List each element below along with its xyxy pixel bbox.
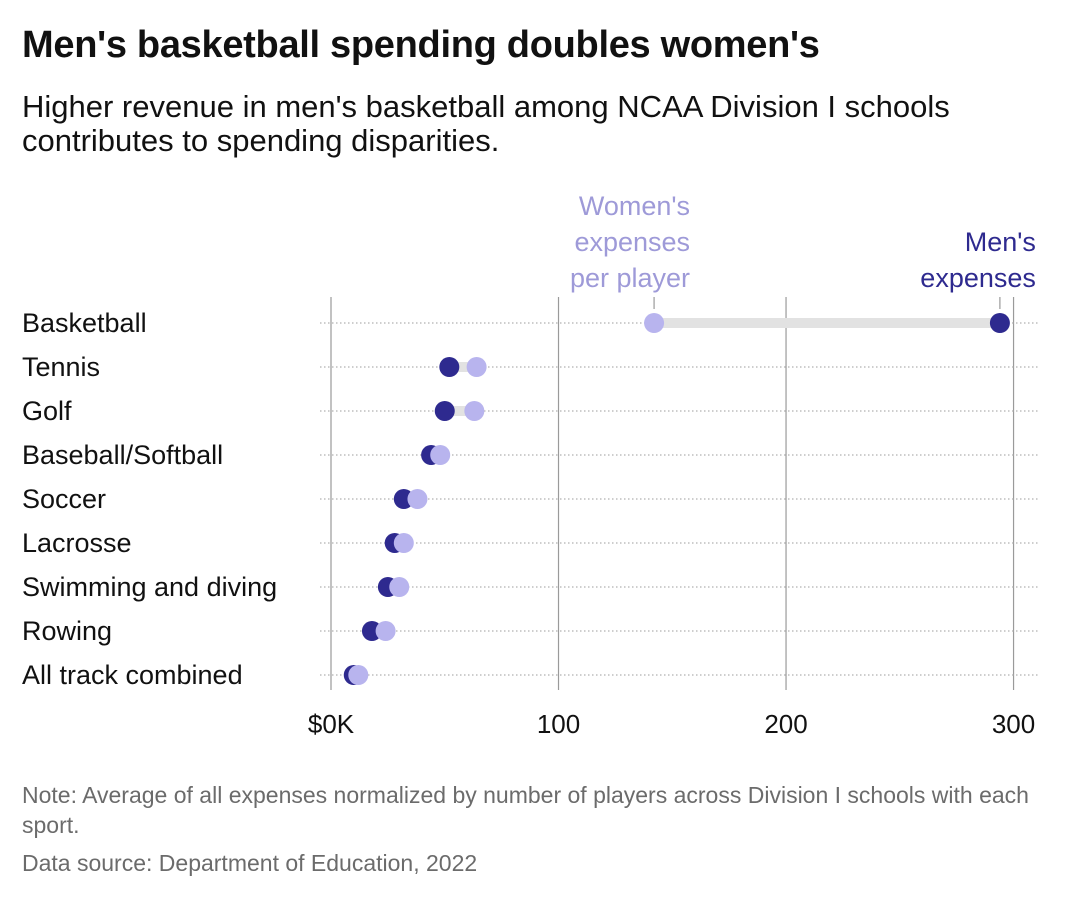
men-dot	[439, 357, 460, 377]
x-tick-label: 200	[764, 709, 807, 739]
dot-plot-chart: $0K 100 200 300 Basketball Tennis Golf Baseball…	[22, 191, 1038, 739]
category-label: Rowing	[22, 616, 112, 646]
women-series-label-line: per player	[570, 263, 690, 293]
men-series-label-line: expenses	[920, 263, 1036, 293]
category-label: Lacrosse	[22, 528, 132, 558]
men-dot	[989, 313, 1010, 333]
chart-title: Men's basketball spending doubles women'…	[22, 24, 820, 66]
category-label: Golf	[22, 396, 72, 426]
category-label: Swimming and diving	[22, 572, 277, 602]
chart-source: Data source: Department of Education, 20…	[22, 850, 478, 876]
chart-note: Note: Average of all expenses normalized…	[22, 782, 1029, 838]
women-series-label-line: Women's	[579, 191, 690, 221]
x-tick-label: 300	[992, 709, 1035, 739]
category-label: Basketball	[22, 308, 147, 338]
women-series-label-line: expenses	[574, 227, 690, 257]
women-dot	[407, 489, 428, 509]
women-dot	[375, 621, 396, 641]
x-tick-label: $0K	[308, 709, 355, 739]
women-dot	[464, 401, 485, 421]
chart-subtitle: Higher revenue in men's basketball among…	[22, 89, 950, 158]
category-label: All track combined	[22, 660, 243, 690]
women-dot	[389, 577, 410, 597]
women-dot	[393, 533, 414, 553]
category-label: Soccer	[22, 484, 106, 514]
x-tick-label: 100	[537, 709, 580, 739]
women-dot	[466, 357, 487, 377]
women-dot	[348, 665, 369, 685]
women-dot	[430, 445, 451, 465]
category-label: Tennis	[22, 352, 100, 382]
women-dot	[644, 313, 665, 333]
category-label: Baseball/Softball	[22, 440, 223, 470]
men-dot	[434, 401, 455, 421]
men-series-label-line: Men's	[965, 227, 1036, 257]
